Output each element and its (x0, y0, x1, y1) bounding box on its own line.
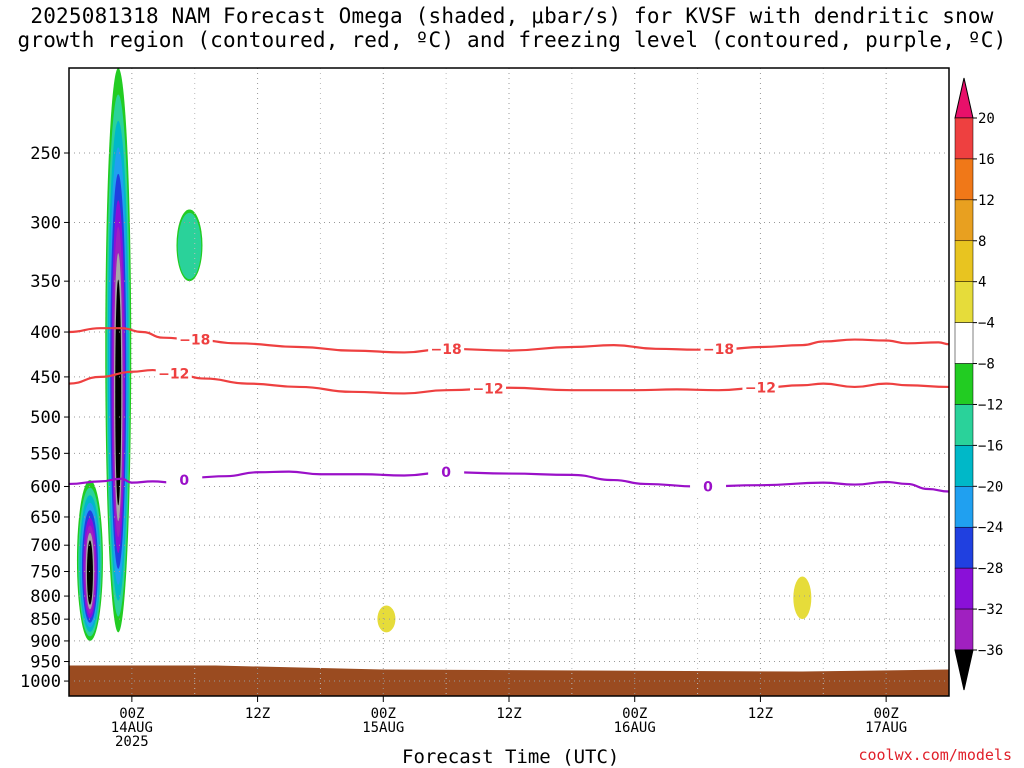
title-line-2: growth region (contoured, red, ºC) and f… (17, 28, 1007, 52)
colorbar-label-5: −4 (978, 316, 995, 332)
colorbar-label-11: −28 (978, 561, 1003, 577)
contour-label-bg-0-1 (428, 340, 465, 357)
colorbar-swatch-7 (954, 404, 974, 446)
colorbar-swatch-6 (954, 363, 974, 405)
colorbar-label-9: −20 (978, 479, 1003, 495)
colorbar-swatch-10 (954, 526, 974, 569)
omega-cell-2-level-1 (177, 212, 202, 280)
x-tick-label-18-0: 12Z (245, 706, 270, 722)
colorbar-swatch-3 (954, 240, 974, 282)
y-tick-label-400: 400 (30, 323, 61, 343)
colorbar-swatch-8 (954, 445, 974, 487)
colorbar-label-4: 4 (978, 275, 986, 291)
contour-lines: −18 −18 −18 −12 −12 −12 0 0 0 (69, 327, 949, 495)
contour-label-2-2: 0 (703, 479, 713, 495)
y-tick-label-450: 450 (30, 368, 61, 388)
y-tick-label-850: 850 (30, 610, 61, 630)
contour-label-bg-1-2 (742, 379, 779, 396)
contour-label-bg-0-2 (700, 341, 737, 358)
colorbar-swatch-5 (954, 322, 974, 364)
y-tick-label-950: 950 (30, 653, 61, 673)
omega-cell-0-level-8 (86, 540, 93, 605)
y-tick-label-550: 550 (30, 444, 61, 464)
contour-label-bg-2-2 (690, 478, 727, 495)
y-tick-label-750: 750 (30, 562, 61, 582)
contour-label-1-0: −12 (158, 366, 189, 382)
y-tick-label-800: 800 (30, 587, 61, 607)
contour-label-0-1: −18 (431, 342, 462, 358)
x-tick-label-30-0: 00Z (371, 706, 396, 722)
contour-label-2-0: 0 (179, 473, 189, 489)
x-tick-label-78-1: 17AUG (865, 720, 907, 736)
colorbar-label-3: 8 (978, 234, 986, 250)
contour-label-bg-2-0 (166, 472, 203, 489)
omega-cell-1-level-8 (115, 279, 122, 506)
x-axis-label: Forecast Time (UTC) (402, 746, 620, 768)
contour-label-2-1: 0 (441, 465, 451, 481)
omega-cell-4-level-0 (793, 576, 812, 620)
colorbar-swatch-12 (954, 608, 974, 651)
contour-label-0-2: −18 (703, 342, 734, 358)
colorbar-label-12: −32 (978, 602, 1003, 618)
contour-label-bg-2-1 (428, 464, 465, 481)
x-tick-label-6-1: 14AUG (111, 720, 153, 736)
contour-label-bg-1-1 (470, 380, 507, 397)
x-tick-label-78-0: 00Z (873, 706, 898, 722)
colorbar-bottom-arrow (954, 649, 974, 691)
chart-title: 2025081318 NAM Forecast Omega (shaded, μ… (0, 4, 1024, 52)
colorbar-label-6: −8 (978, 357, 995, 373)
title-line-1: 2025081318 NAM Forecast Omega (shaded, μ… (30, 4, 994, 28)
colorbar-top-arrow (954, 77, 974, 119)
contour-label-1-2: −12 (745, 381, 776, 397)
contour-label-bg-0-0 (176, 331, 213, 348)
colorbar-label-0: 20 (978, 111, 995, 127)
contour-label-0-0: −18 (179, 333, 210, 349)
contour-label-1-1: −12 (472, 382, 503, 398)
colorbar-swatch-2 (954, 199, 974, 242)
x-tick-label-66-0: 12Z (748, 706, 773, 722)
y-axis: 2503003504004505005506006507007508008509… (20, 144, 69, 692)
credit-link[interactable]: coolwx.com/models (858, 746, 1012, 764)
y-tick-label-900: 900 (30, 632, 61, 652)
colorbar-label-10: −24 (978, 520, 1003, 536)
contour-line-0 (69, 327, 949, 354)
plot-background (69, 68, 949, 696)
colorbar-label-8: −16 (978, 438, 1003, 454)
y-tick-label-650: 650 (30, 508, 61, 528)
colorbar-label-2: 12 (978, 193, 995, 209)
colorbar-swatch-11 (954, 567, 974, 610)
y-tick-label-700: 700 (30, 536, 61, 556)
x-tick-label-30-1: 15AUG (362, 720, 404, 736)
colorbar-label-1: 16 (978, 152, 995, 168)
x-tick-label-6-0: 00Z (119, 706, 144, 722)
y-tick-label-350: 350 (30, 272, 61, 292)
contour-label-bg-1-0 (155, 365, 192, 382)
y-tick-label-1000: 1000 (20, 672, 61, 692)
colorbar-label-7: −12 (978, 397, 1003, 413)
y-tick-label-500: 500 (30, 408, 61, 428)
x-tick-label-54-0: 00Z (622, 706, 647, 722)
grid-lines (69, 68, 949, 696)
y-tick-label-250: 250 (30, 144, 61, 164)
x-tick-label-42-0: 12Z (496, 706, 521, 722)
x-tick-label-54-1: 16AUG (614, 720, 656, 736)
omega-cell-3-level-0 (377, 605, 396, 633)
y-tick-label-600: 600 (30, 477, 61, 497)
colorbar-label-13: −36 (978, 643, 1003, 659)
colorbar-swatch-0 (954, 117, 974, 160)
colorbar-swatch-4 (954, 281, 974, 323)
colorbar-swatch-9 (954, 486, 974, 528)
plot-area (69, 68, 949, 696)
colorbar: 20 16 12 8 4 −4 −8 −12 −16 −20 −24 −28 −32 −36 (954, 77, 1003, 691)
x-tick-label-6-2: 2025 (115, 734, 149, 750)
y-tick-label-300: 300 (30, 213, 61, 233)
colorbar-swatch-1 (954, 158, 974, 201)
